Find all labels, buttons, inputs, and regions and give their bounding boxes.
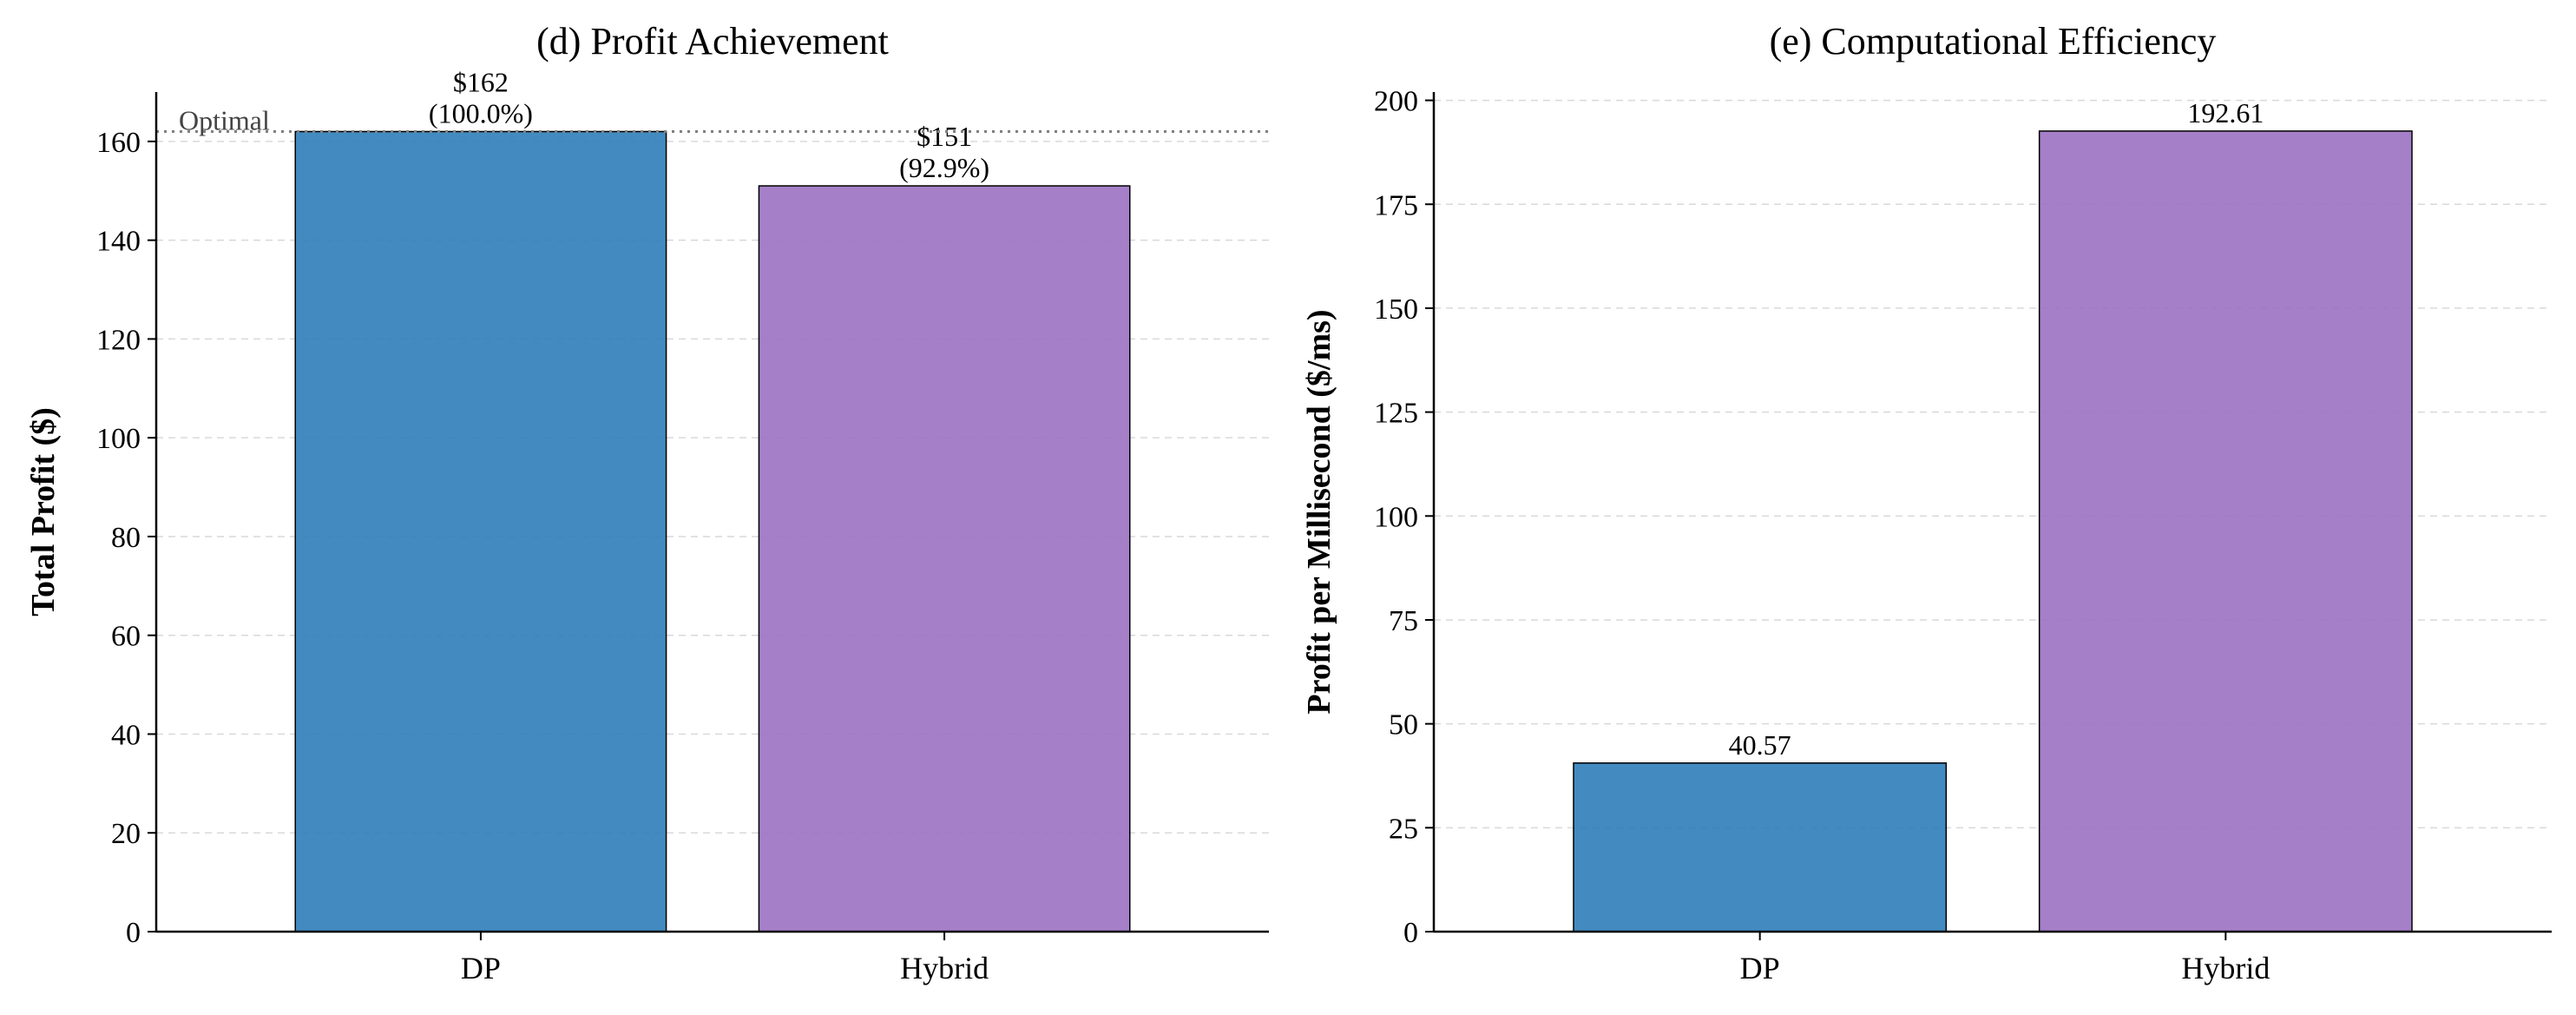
x-tick-label: DP (461, 951, 501, 985)
y-tick-label: 175 (1374, 189, 1418, 221)
y-tick-label: 150 (1374, 293, 1418, 326)
y-tick-label: 20 (111, 818, 141, 850)
y-tick-label: 0 (126, 917, 141, 949)
y-tick-label: 80 (111, 522, 141, 554)
y-tick-label: 60 (111, 621, 141, 653)
bar-dp (1573, 762, 1948, 933)
y-axis-label: Profit per Millisecond ($/ms) (1301, 309, 1337, 714)
bar-value-label: $162 (453, 67, 509, 98)
y-tick-label: 125 (1374, 398, 1418, 430)
y-tick-label: 160 (96, 127, 141, 159)
computational-efficiency-chart: 40.57 DP 192.61 Hybrid 0 25 50 75 100 125 150 175 20… (1301, 20, 2552, 985)
y-tick-label: 100 (1374, 501, 1418, 533)
bar-dp (294, 130, 667, 933)
y-tick-label: 40 (111, 719, 141, 751)
bar-value-label: (92.9%) (899, 152, 989, 183)
profit-achievement-chart: $162(100.0%) DP $151(92.9%) Hybrid Optimal 0 2… (25, 20, 1269, 985)
x-tick-label: DP (1740, 951, 1780, 985)
bar-hybrid (2038, 130, 2413, 933)
bar-hybrid (758, 185, 1131, 933)
y-tick-label: 120 (96, 324, 141, 356)
bar-value-label: 40.57 (1729, 729, 1791, 761)
y-tick-label: 100 (96, 423, 141, 455)
y-axis-label: Total Profit ($) (25, 407, 62, 616)
x-tick-label: Hybrid (900, 951, 989, 985)
y-tick-label: 200 (1374, 86, 1418, 118)
x-tick-label: Hybrid (2181, 951, 2270, 985)
bar-value-label: (100.0%) (429, 98, 533, 129)
chart-title: (d) Profit Achievement (536, 20, 889, 63)
y-tick-label: 140 (96, 226, 141, 258)
y-tick-label: 0 (1403, 917, 1418, 949)
bar-value-label: 192.61 (2187, 97, 2264, 129)
y-tick-label: 50 (1389, 709, 1418, 741)
y-tick-label: 25 (1389, 813, 1418, 845)
bar-value-label: $151 (917, 121, 972, 152)
chart-title: (e) Computational Efficiency (1770, 20, 2217, 63)
y-tick-label: 75 (1389, 605, 1418, 637)
optimal-label: Optimal (179, 105, 270, 136)
